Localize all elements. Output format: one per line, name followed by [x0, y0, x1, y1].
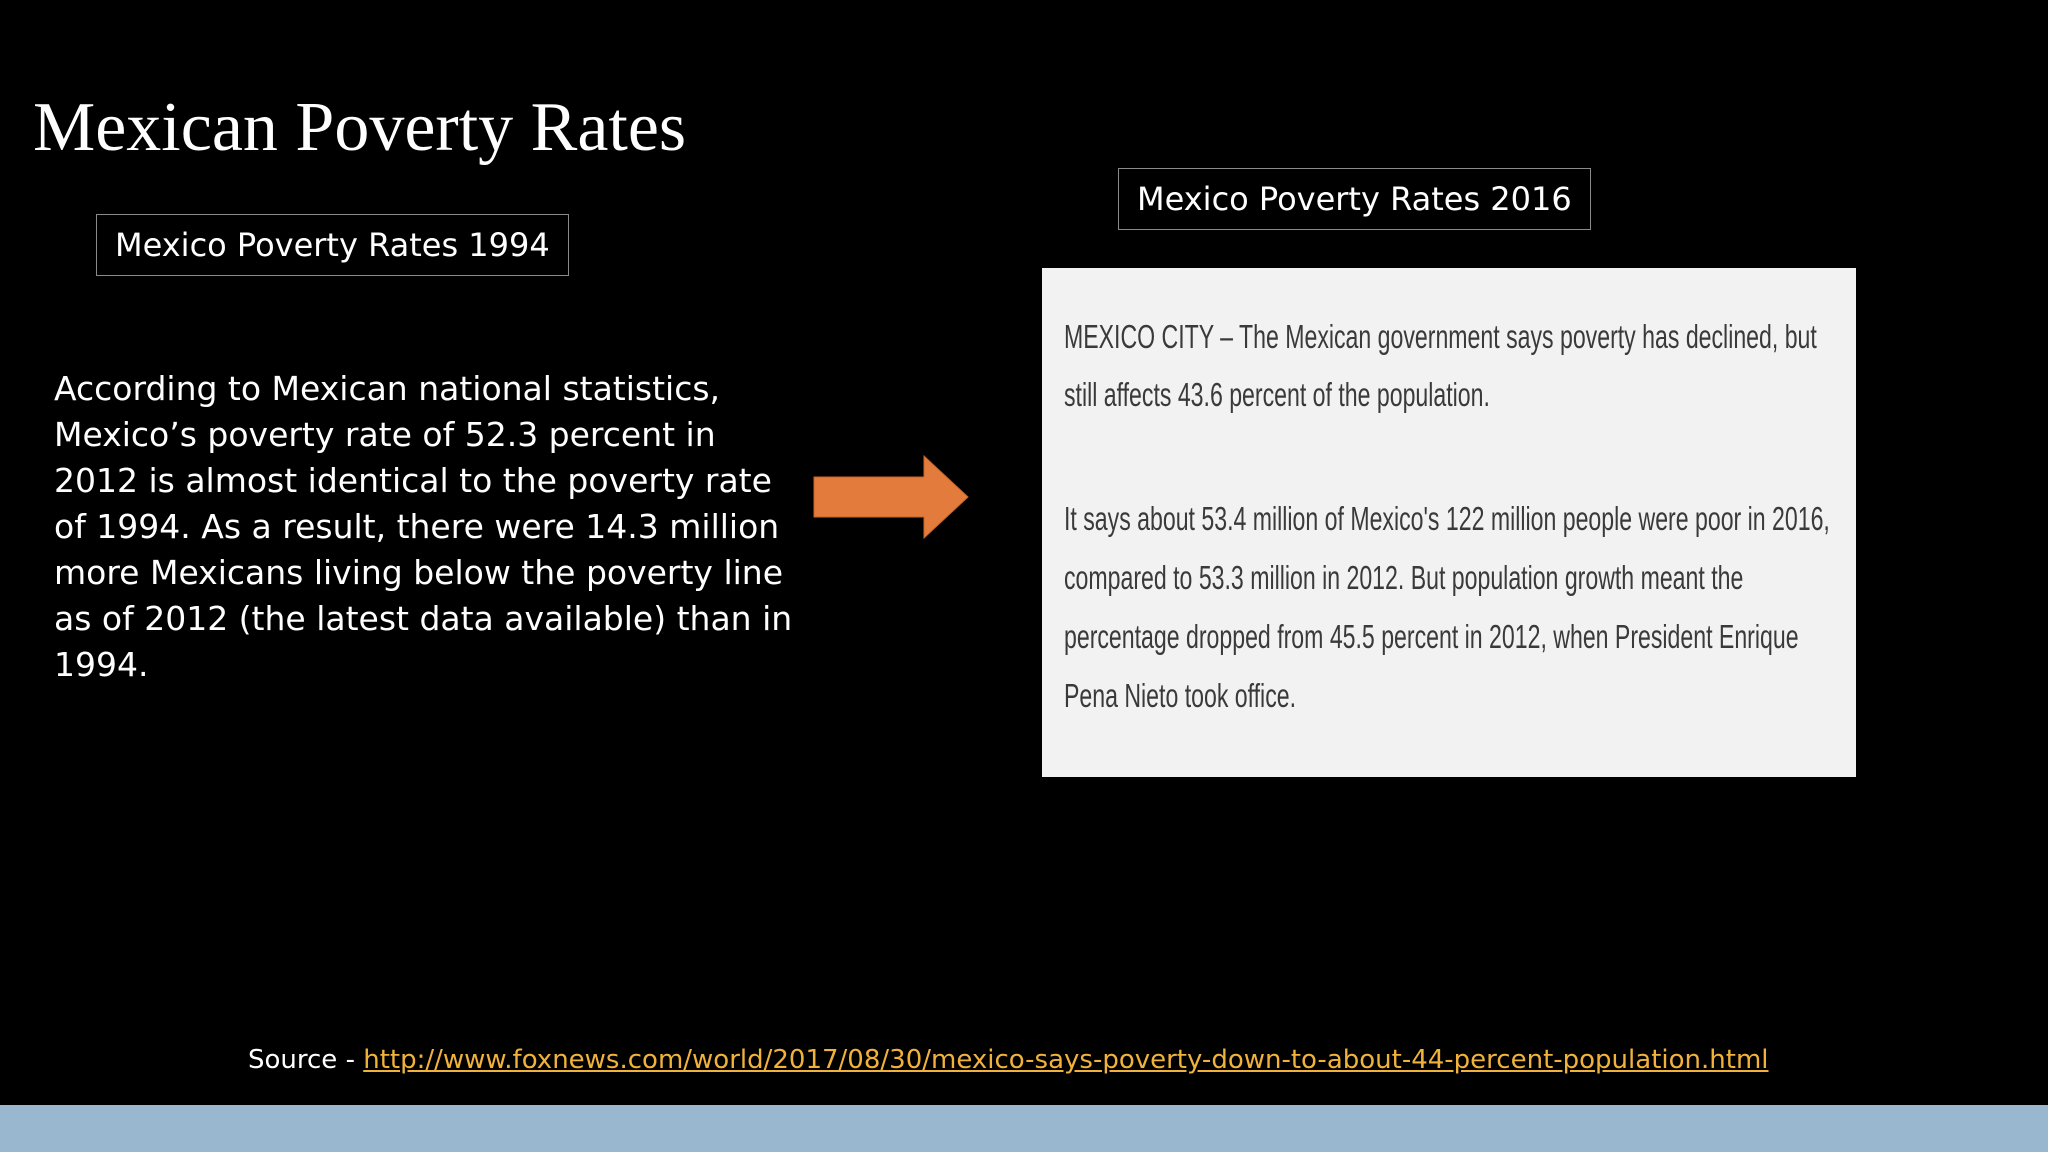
article-line: still affects 43.6 percent of the popula…	[1064, 376, 1490, 413]
body-line: According to Mexican national statistics…	[54, 369, 721, 408]
article-image: MEXICO CITY – The Mexican government say…	[1042, 268, 1856, 777]
article-line: percentage dropped from 45.5 percent in …	[1064, 618, 1799, 655]
article-line: MEXICO CITY – The Mexican government say…	[1064, 318, 1817, 355]
body-line: of 1994. As a result, there were 14.3 mi…	[54, 507, 780, 546]
body-line: Mexico’s poverty rate of 52.3 percent in	[54, 415, 716, 454]
body-line: more Mexicans living below the poverty l…	[54, 553, 783, 592]
label-box: Mexico Poverty Rates 2016	[1118, 168, 1591, 230]
article-line: It says about 53.4 million of Mexico's 1…	[1064, 500, 1830, 537]
footer-bar	[0, 1105, 2048, 1152]
source-line: Source - http://www.foxnews.com/world/20…	[248, 1045, 1769, 1075]
label-box: Mexico Poverty Rates 1994	[96, 214, 569, 276]
source-label: Source -	[248, 1045, 364, 1075]
arrow	[813, 454, 969, 540]
slide-title: Mexican Poverty Rates	[33, 89, 687, 166]
source-link[interactable]: http://www.foxnews.com/world/2017/08/30/…	[363, 1045, 1769, 1075]
body-text: According to Mexican national statistics…	[54, 366, 792, 688]
body-line: 2012 is almost identical to the poverty …	[54, 461, 772, 500]
article-line: compared to 53.3 million in 2012. But po…	[1064, 559, 1744, 596]
article-line: Pena Nieto took office.	[1064, 677, 1297, 714]
body-line: as of 2012 (the latest data available) t…	[54, 599, 793, 638]
body-line: 1994.	[54, 645, 149, 684]
